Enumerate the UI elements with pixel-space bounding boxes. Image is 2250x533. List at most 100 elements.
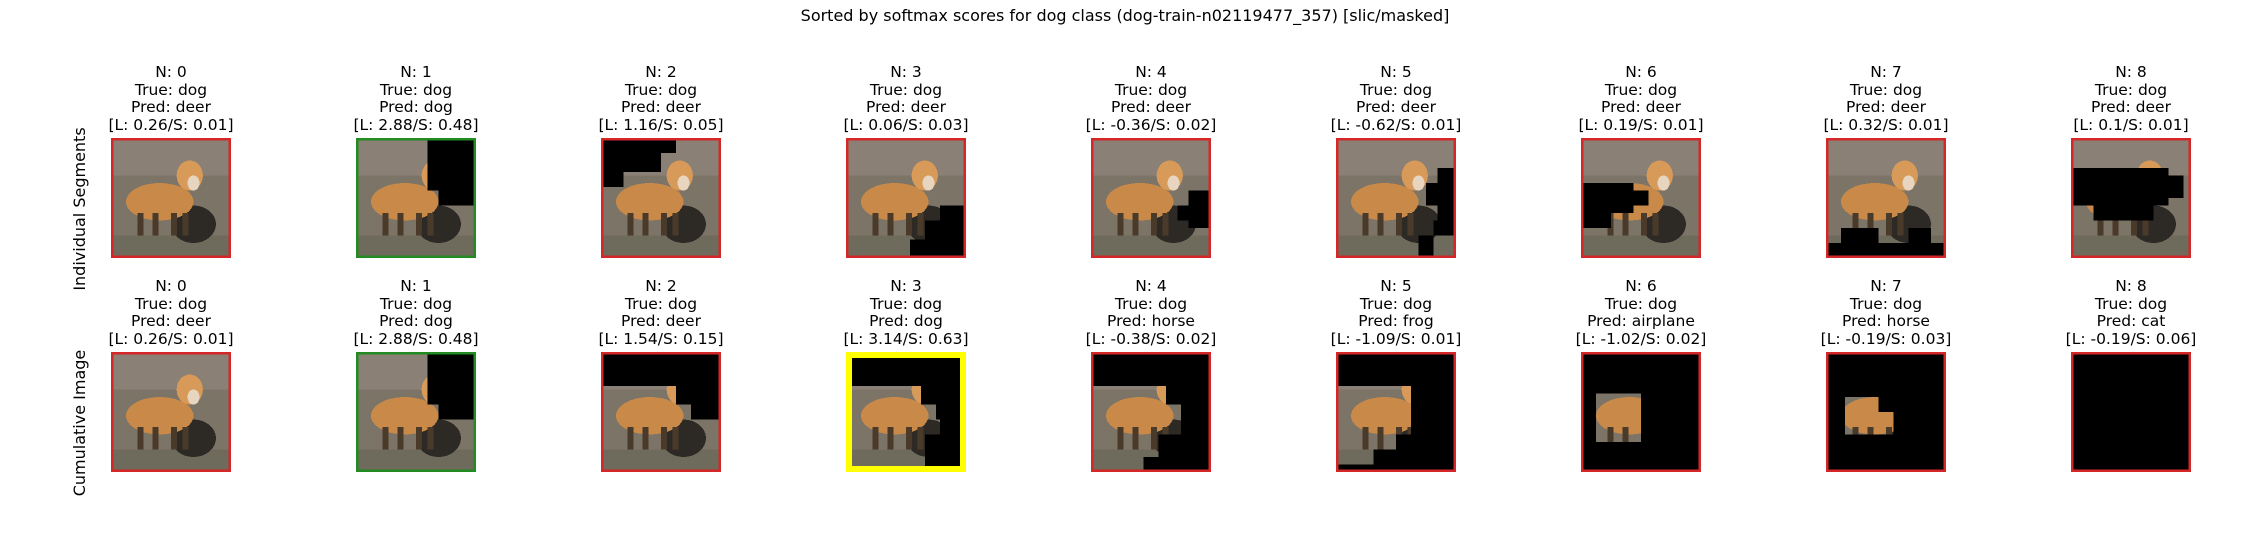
mask-segment bbox=[676, 385, 721, 405]
thumbnail-image bbox=[1091, 138, 1211, 258]
fox-leg bbox=[1867, 213, 1874, 236]
mask-segment bbox=[691, 404, 721, 420]
thumbnail-image bbox=[601, 352, 721, 472]
mask-segment bbox=[438, 404, 476, 420]
thumbnail-image bbox=[601, 138, 721, 258]
pred-label: Pred: deer bbox=[621, 312, 701, 330]
fox-body bbox=[126, 397, 194, 435]
mask-segment bbox=[1826, 243, 1946, 258]
pred-label: Pred: deer bbox=[1846, 98, 1926, 116]
mask-segment bbox=[1181, 404, 1211, 472]
panel-index: N: 0 bbox=[155, 277, 187, 295]
mask-segment bbox=[936, 404, 966, 420]
pred-label: Pred: dog bbox=[869, 312, 943, 330]
fox-leg bbox=[1897, 213, 1904, 236]
thumbnail-panel: N: 7 True: dog Pred: deer [L: 0.32/S: 0.01] bbox=[1791, 63, 1981, 258]
fox-leg bbox=[1377, 213, 1384, 236]
fox-leg bbox=[1132, 213, 1139, 236]
fox-leg bbox=[2112, 213, 2119, 236]
image-ground bbox=[111, 449, 231, 472]
fox-leg bbox=[661, 213, 667, 236]
mask-segment bbox=[1581, 213, 1611, 228]
figure: Sorted by softmax scores for dog class (… bbox=[70, 6, 2226, 496]
fox-leg bbox=[872, 427, 879, 450]
pred-label: Pred: airplane bbox=[1587, 312, 1695, 330]
fox-leg bbox=[1151, 213, 1157, 236]
thumbnail-image bbox=[1336, 138, 1456, 258]
fox-leg bbox=[672, 427, 679, 450]
panel-title: N: 5 True: dog Pred: deer [L: -0.62/S: 0.01… bbox=[1301, 63, 1491, 134]
fox-leg bbox=[1377, 427, 1384, 450]
fox-face bbox=[1412, 175, 1425, 191]
fox-body bbox=[616, 183, 684, 221]
thumbnail-panel: N: 3 True: dog Pred: dog [L: 3.14/S: 0.63] bbox=[811, 277, 1001, 472]
image-ground bbox=[1581, 235, 1701, 258]
thumbnail-image bbox=[111, 352, 231, 472]
prediction-frame bbox=[356, 138, 476, 258]
mask-segment bbox=[1656, 393, 1701, 472]
fox-face bbox=[1167, 175, 1180, 191]
thumbnail-image bbox=[1091, 352, 1211, 472]
image-rock-area bbox=[1581, 138, 1701, 176]
image-rock-area bbox=[1826, 138, 1946, 176]
panel-index: N: 8 bbox=[2115, 63, 2147, 81]
fox-leg bbox=[416, 213, 422, 236]
true-label: True: dog bbox=[1114, 80, 1188, 99]
score-label: [L: 2.88/S: 0.48] bbox=[353, 115, 479, 134]
fox-leg bbox=[2131, 213, 2137, 236]
panel-index: N: 0 bbox=[155, 63, 187, 81]
pred-label: Pred: horse bbox=[1842, 312, 1930, 330]
panel-index: N: 6 bbox=[1625, 277, 1657, 295]
image-ground bbox=[1336, 235, 1456, 258]
mask-segment bbox=[1336, 464, 1374, 472]
panel-index: N: 4 bbox=[1135, 277, 1167, 295]
fox-face bbox=[187, 389, 200, 405]
mask-segment bbox=[924, 220, 966, 258]
thumbnail-panel: N: 3 True: dog Pred: deer [L: 0.06/S: 0.03] bbox=[811, 63, 1001, 258]
fox-leg bbox=[2142, 213, 2149, 236]
panel-title: N: 7 True: dog Pred: horse [L: -0.19/S: 0.0… bbox=[1791, 277, 1981, 348]
fox-body bbox=[1106, 183, 1174, 221]
panel-title: N: 6 True: dog Pred: airplane [L: -1.02/S: … bbox=[1546, 277, 1736, 348]
fox-leg bbox=[2097, 213, 2104, 236]
thumbnail-panel: N: 5 True: dog Pred: frog [L: -1.09/S: 0.01… bbox=[1301, 277, 1491, 472]
thumbnail-image bbox=[1581, 352, 1701, 472]
thumbnail-panel: N: 2 True: dog Pred: deer [L: 1.16/S: 0.05] bbox=[566, 63, 756, 258]
panel-index: N: 1 bbox=[400, 277, 432, 295]
fox-leg bbox=[887, 213, 894, 236]
fox-face bbox=[1657, 175, 1670, 191]
panel-index: N: 5 bbox=[1380, 63, 1412, 81]
mask-segment bbox=[661, 138, 676, 153]
panel-title: N: 8 True: dog Pred: deer [L: 0.1/S: 0.01] bbox=[2036, 63, 2226, 134]
pred-label: Pred: cat bbox=[2096, 312, 2166, 330]
mask-segment bbox=[1188, 190, 1211, 228]
mask-segment bbox=[1633, 190, 1649, 206]
thumbnail-image bbox=[1336, 352, 1456, 472]
pred-label: Pred: dog bbox=[379, 98, 453, 116]
thumbnail-panel: N: 4 True: dog Pred: horse [L: -0.38/S: 0.0… bbox=[1056, 277, 1246, 472]
image-rock-area bbox=[1091, 138, 1211, 176]
thumbnail-panel: N: 6 True: dog Pred: airplane [L: -1.02/S: … bbox=[1546, 277, 1736, 472]
fox-leg bbox=[397, 213, 404, 236]
true-label: True: dog bbox=[379, 80, 453, 99]
prediction-frame bbox=[601, 352, 721, 472]
pred-label: Pred: frog bbox=[1358, 312, 1434, 330]
fox-leg bbox=[642, 427, 649, 450]
mask-segment bbox=[1841, 228, 1879, 243]
mask-segment bbox=[427, 138, 476, 191]
fox-leg bbox=[917, 213, 924, 236]
fox-face bbox=[1902, 175, 1915, 191]
thumbnail-image bbox=[356, 352, 476, 472]
image-ground bbox=[1091, 235, 1211, 258]
pred-label: Pred: deer bbox=[131, 98, 211, 116]
prediction-frame bbox=[1091, 352, 1211, 472]
fox-leg bbox=[1886, 213, 1892, 236]
mask-segment bbox=[601, 352, 721, 386]
mask-segment bbox=[1336, 352, 1456, 386]
fox-leg bbox=[1162, 213, 1169, 236]
true-label: True: dog bbox=[379, 294, 453, 313]
prediction-frame bbox=[1091, 138, 1211, 258]
fox-leg bbox=[906, 213, 912, 236]
fox-leg bbox=[416, 427, 422, 450]
thumbnail-image bbox=[2071, 138, 2191, 258]
